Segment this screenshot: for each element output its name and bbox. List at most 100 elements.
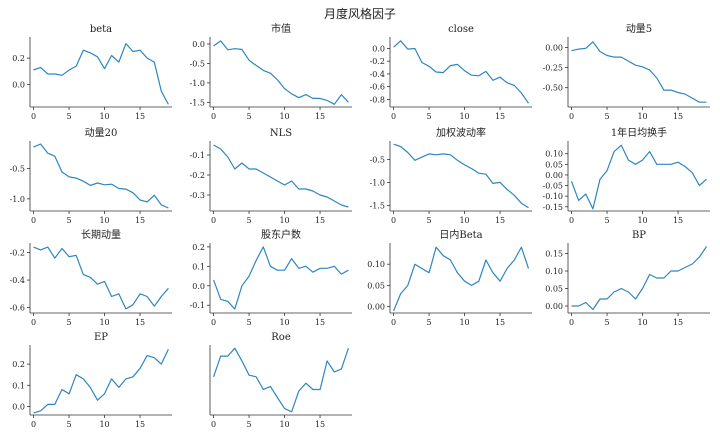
series-line xyxy=(33,143,169,209)
series-line xyxy=(213,40,349,105)
x-tick-label: 10 xyxy=(279,420,289,429)
x-tick-label: 15 xyxy=(673,318,683,327)
x-tick-label: 0 xyxy=(211,112,216,121)
y-tick-label: -1.0 xyxy=(370,178,385,187)
y-tick-label: 0.0 xyxy=(192,40,205,49)
x-tick-label: 5 xyxy=(67,318,72,327)
x-tick-label: 5 xyxy=(427,318,432,327)
y-tick-label: 0.10 xyxy=(545,267,563,276)
series-line xyxy=(570,144,707,210)
x-tick-label: 5 xyxy=(605,216,610,225)
y-tick-label: -0.1 xyxy=(190,301,205,310)
x-tick-label: 0 xyxy=(391,318,396,327)
x-tick-label: 15 xyxy=(135,216,145,225)
x-tick-label: 0 xyxy=(211,216,216,225)
y-tick-label: 0.1 xyxy=(192,262,205,271)
x-tick-label: 10 xyxy=(637,216,647,225)
x-tick-label: 10 xyxy=(99,216,109,225)
x-tick-label: 10 xyxy=(99,318,109,327)
x-tick-label: 0 xyxy=(31,420,36,429)
y-tick-label: -0.2 xyxy=(10,249,25,258)
x-tick-label: 5 xyxy=(605,318,610,327)
y-tick-label: 0.0 xyxy=(372,44,385,53)
y-tick-label: -0.50 xyxy=(542,84,563,93)
y-tick-label: 0.2 xyxy=(12,360,25,369)
x-tick-label: 10 xyxy=(637,318,647,327)
y-tick-label: -0.2 xyxy=(190,171,205,180)
x-tick-label: 15 xyxy=(495,112,505,121)
x-tick-label: 0 xyxy=(31,216,36,225)
series-line xyxy=(571,246,707,311)
x-tick-label: 5 xyxy=(427,112,432,121)
subplot-title: 市值 xyxy=(271,22,291,35)
y-tick-label: 0.0 xyxy=(12,81,25,90)
x-tick-label: 15 xyxy=(673,112,683,121)
y-tick-label: -1.0 xyxy=(190,79,205,88)
x-tick-label: 0 xyxy=(569,318,574,327)
y-tick-label: 0.00 xyxy=(545,171,563,180)
subplot-title: 长期动量 xyxy=(81,229,121,241)
x-tick-label: 15 xyxy=(135,420,145,429)
y-tick-label: -0.8 xyxy=(370,95,385,104)
subplot-title: 股东户数 xyxy=(261,228,301,241)
y-tick-label: 0.05 xyxy=(367,281,385,290)
y-tick-label: 0.2 xyxy=(192,243,205,252)
y-tick-label: 0.0 xyxy=(12,403,25,412)
x-tick-label: 10 xyxy=(279,318,289,327)
y-tick-label: -0.2 xyxy=(370,57,385,66)
y-tick-label: -1.0 xyxy=(10,195,25,204)
x-tick-label: 10 xyxy=(279,112,289,121)
x-tick-label: 0 xyxy=(211,420,216,429)
y-tick-label: -0.5 xyxy=(370,155,385,164)
x-tick-label: 0 xyxy=(569,216,574,225)
x-tick-label: 5 xyxy=(247,420,252,429)
x-tick-label: 10 xyxy=(637,112,647,121)
x-tick-label: 15 xyxy=(315,216,325,225)
y-tick-label: 0.2 xyxy=(12,54,25,63)
x-tick-label: 0 xyxy=(391,112,396,121)
y-tick-label: -0.1 xyxy=(190,151,205,160)
x-tick-label: 5 xyxy=(67,420,72,429)
subplot-title: 日内Beta xyxy=(439,228,482,241)
y-tick-label: -0.5 xyxy=(10,164,25,173)
x-tick-label: 0 xyxy=(211,318,216,327)
x-tick-label: 10 xyxy=(459,318,469,327)
x-tick-label: 5 xyxy=(605,112,610,121)
y-tick-label: -0.25 xyxy=(542,64,563,73)
x-tick-label: 5 xyxy=(67,112,72,121)
y-tick-label: -0.15 xyxy=(542,203,563,212)
x-tick-label: 15 xyxy=(495,216,505,225)
x-tick-label: 5 xyxy=(427,216,432,225)
y-tick-label: -1.5 xyxy=(190,98,205,107)
x-tick-label: 15 xyxy=(135,112,145,121)
chart-title: 月度风格因子 xyxy=(323,7,396,21)
x-tick-label: 15 xyxy=(315,112,325,121)
series-line xyxy=(213,144,349,208)
y-tick-label: 0.0 xyxy=(192,282,205,291)
y-tick-label: 0.10 xyxy=(367,260,385,269)
subplot-title: NLS xyxy=(270,128,292,139)
y-tick-label: 0.1 xyxy=(12,381,25,390)
y-tick-label: -0.3 xyxy=(190,191,205,200)
subplot-title: 动量5 xyxy=(626,23,652,35)
y-tick-label: -0.6 xyxy=(10,304,25,313)
y-tick-label: 0.00 xyxy=(545,43,563,52)
x-tick-label: 5 xyxy=(247,216,252,225)
series-line xyxy=(213,347,349,413)
y-tick-label: 0.15 xyxy=(545,250,563,259)
subplot-title: Roe xyxy=(271,332,291,343)
y-tick-label: 0.00 xyxy=(545,302,563,311)
y-tick-label: -0.10 xyxy=(542,192,563,201)
series-line xyxy=(33,246,169,310)
series-line xyxy=(393,246,530,312)
subplot-title: close xyxy=(448,24,474,35)
x-tick-label: 0 xyxy=(31,112,36,121)
x-tick-label: 10 xyxy=(459,216,469,225)
y-tick-label: 0.10 xyxy=(545,150,563,159)
x-tick-label: 15 xyxy=(315,318,325,327)
y-tick-label: -0.6 xyxy=(370,83,385,92)
x-tick-label: 10 xyxy=(459,112,469,121)
subplot-title: 1年日均换手 xyxy=(611,126,667,139)
series-line xyxy=(571,41,707,103)
